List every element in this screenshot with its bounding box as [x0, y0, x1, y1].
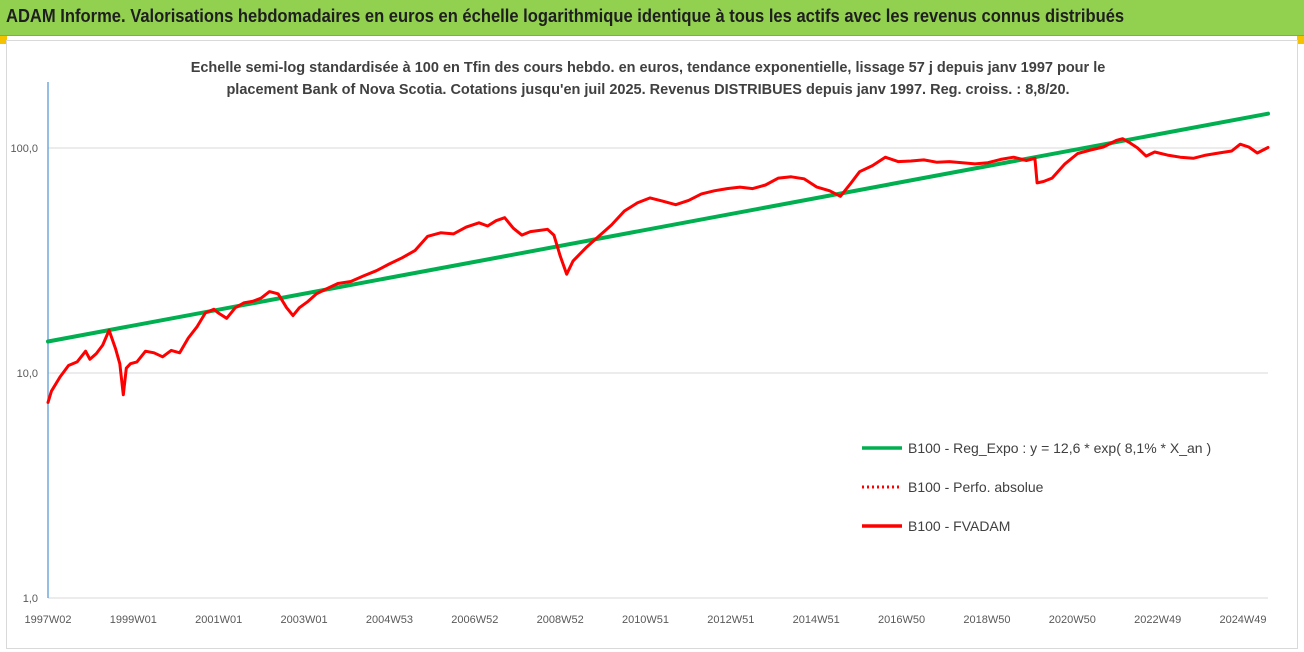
legend-label: B100 - FVADAM [908, 518, 1010, 534]
x-tick-label: 2016W50 [878, 614, 925, 626]
x-tick-label: 2010W51 [622, 614, 669, 626]
y-tick-label: 1,0 [23, 593, 38, 605]
chart-area [6, 40, 1298, 649]
x-tick-label: 2001W01 [195, 614, 242, 626]
chart-subtitle-line-1: Echelle semi-log standardisée à 100 en T… [190, 60, 1106, 76]
x-tick-label: 2018W50 [963, 614, 1010, 626]
corner-marker-left [0, 36, 7, 44]
x-tick-label: 2003W01 [281, 614, 328, 626]
x-tick-label: 1999W01 [110, 614, 157, 626]
banner-title: ADAM Informe. Valorisations hebdomadaire… [6, 6, 1125, 26]
series-line-regression [46, 111, 1270, 344]
y-tick-label: 10,0 [17, 368, 38, 380]
x-tick-label: 2012W51 [707, 614, 754, 626]
x-tick-label: 1997W02 [24, 614, 71, 626]
y-tick-label: 100,0 [10, 143, 38, 155]
x-tick-label: 2008W52 [537, 614, 584, 626]
x-tick-label: 2004W53 [366, 614, 413, 626]
x-tick-label: 2024W49 [1219, 614, 1266, 626]
x-tick-label: 2022W49 [1134, 614, 1181, 626]
legend-label: B100 - Reg_Expo : y = 12,6 * exp( 8,1% *… [908, 440, 1211, 456]
x-tick-label: 2006W52 [451, 614, 498, 626]
header-banner: ADAM Informe. Valorisations hebdomadaire… [0, 0, 1304, 36]
x-tick-label: 2020W50 [1049, 614, 1096, 626]
corner-marker-right [1297, 36, 1304, 44]
legend-label: B100 - Perfo. absolue [908, 479, 1044, 495]
chart-subtitle-line-2: placement Bank of Nova Scotia. Cotations… [226, 82, 1070, 98]
series-line-fvadam [46, 137, 1270, 404]
x-tick-label: 2014W51 [793, 614, 840, 626]
